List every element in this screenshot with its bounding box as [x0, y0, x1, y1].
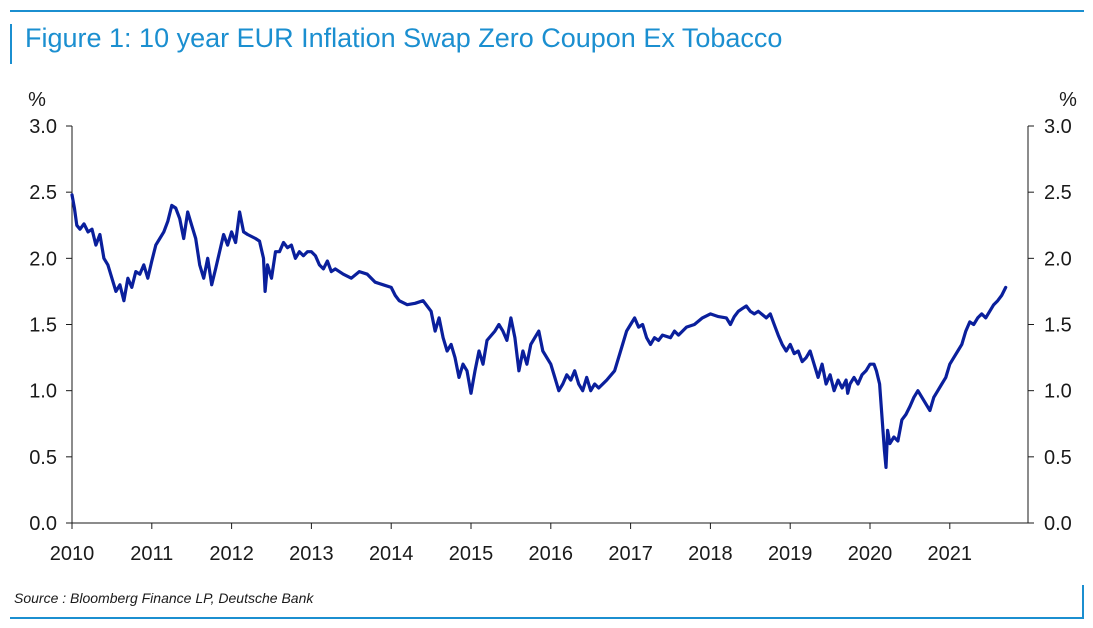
left-y-tick-label: 1.5	[29, 315, 57, 337]
right-y-tick-label: 1.5	[1044, 315, 1072, 337]
left-y-tick-label: 0.5	[29, 447, 57, 469]
x-tick-label: 2013	[289, 543, 334, 565]
left-y-unit-label: %	[28, 89, 46, 111]
left-y-tick-label: 0.0	[29, 513, 57, 535]
header-rule	[10, 10, 1084, 12]
x-tick-label: 2011	[130, 543, 173, 565]
left-y-tick-label: 1.0	[29, 381, 57, 403]
x-tick-label: 2021	[928, 543, 973, 565]
right-y-tick-label: 0.5	[1044, 447, 1072, 469]
x-tick-label: 2018	[688, 543, 733, 565]
right-y-tick-label: 2.5	[1044, 182, 1072, 204]
title-accent-bar	[10, 24, 12, 64]
x-tick-label: 2017	[608, 543, 653, 565]
left-y-tick-label: 2.0	[29, 248, 57, 270]
right-y-unit-label: %	[1059, 89, 1077, 111]
source-note: Source : Bloomberg Finance LP, Deutsche …	[14, 590, 314, 606]
x-tick-label: 2012	[209, 543, 254, 565]
x-tick-label: 2015	[449, 543, 494, 565]
footer-rule	[10, 617, 1084, 619]
right-y-tick-label: 1.0	[1044, 381, 1072, 403]
footer-accent-bar	[1082, 585, 1084, 619]
figure-title: Figure 1: 10 year EUR Inflation Swap Zer…	[25, 23, 783, 53]
x-tick-label: 2010	[50, 543, 95, 565]
left-y-tick-label: 3.0	[29, 116, 57, 138]
right-y-tick-label: 3.0	[1044, 116, 1072, 138]
x-tick-label: 2014	[369, 543, 414, 565]
series-line	[70, 193, 1008, 469]
x-tick-label: 2020	[848, 543, 893, 565]
x-tick-label: 2016	[529, 543, 574, 565]
left-y-tick-label: 2.5	[29, 182, 57, 204]
right-y-tick-label: 0.0	[1044, 513, 1072, 535]
right-y-tick-label: 2.0	[1044, 248, 1072, 270]
x-tick-label: 2019	[768, 543, 813, 565]
